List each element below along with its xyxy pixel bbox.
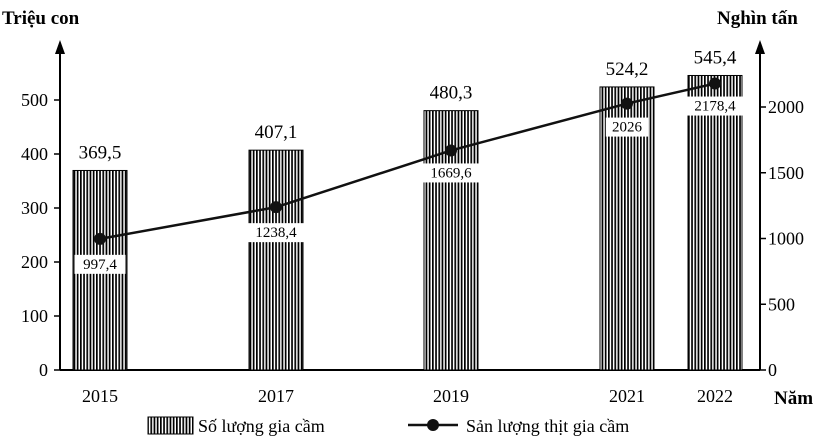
x-tick-label: 2017	[258, 386, 294, 406]
x-axis-ticks: 2015 2017 2019 2021 2022	[82, 386, 733, 406]
bar	[687, 74, 743, 371]
legend: Số lượng gia cầm Sản lượng thịt gia cầm	[147, 416, 629, 436]
bar-value-label: 407,1	[255, 122, 298, 143]
x-tick-label: 2019	[433, 386, 469, 406]
right-axis-arrow	[755, 40, 765, 54]
right-tick-label: 1500	[768, 163, 804, 183]
left-tick-label: 400	[21, 144, 48, 164]
legend-bar-label: Số lượng gia cầm	[198, 416, 325, 436]
right-tick-label: 500	[768, 294, 795, 314]
right-axis-title: Nghìn tấn	[717, 8, 798, 29]
left-axis-title: Triệu con	[2, 8, 80, 29]
line-value-label: 2026	[612, 120, 643, 136]
line-label-bg	[246, 223, 306, 243]
x-tick-label: 2021	[609, 386, 645, 406]
line-point	[709, 77, 721, 90]
x-axis-title: Năm	[774, 388, 813, 409]
left-tick-label: 500	[21, 90, 48, 110]
left-tick-label: 200	[21, 252, 48, 272]
bar-value-label: 480,3	[430, 83, 473, 104]
legend-bar-swatch	[147, 416, 194, 435]
bar-value-label: 545,4	[694, 47, 737, 68]
legend-line-marker	[427, 419, 439, 431]
line-point	[270, 201, 282, 214]
line-series: 997,4 1238,4 1669,6 2026 2178,4	[74, 77, 745, 274]
right-tick-label: 2000	[768, 97, 804, 117]
line-value-label: 997,4	[83, 257, 117, 273]
right-tick-label: 1000	[768, 229, 804, 249]
right-tick-label: 0	[768, 360, 777, 380]
right-axis-ticks: 0 500 1000 1500 2000	[760, 97, 804, 380]
line-point	[445, 144, 457, 157]
left-tick-label: 300	[21, 198, 48, 218]
line-value-label: 1669,6	[430, 165, 472, 181]
line-label-bg	[605, 117, 649, 137]
line-point	[94, 232, 106, 245]
line-label-bg	[421, 163, 481, 183]
legend-line-label: Sản lượng thịt gia cầm	[466, 416, 629, 436]
line-point	[621, 97, 633, 110]
line-value-label: 2178,4	[694, 99, 736, 115]
left-tick-label: 0	[39, 360, 48, 380]
x-tick-label: 2015	[82, 386, 118, 406]
line-value-label: 1238,4	[255, 225, 297, 241]
left-axis-arrow	[55, 40, 65, 54]
bar-value-label: 369,5	[79, 142, 122, 163]
left-tick-label: 100	[21, 306, 48, 326]
bar-series: 369,5 407,1 480,3 524,2 545,4	[72, 47, 743, 371]
line-label-bg	[685, 96, 745, 116]
bar	[248, 149, 304, 371]
bar-value-label: 524,2	[606, 59, 649, 80]
line-label-bg	[74, 254, 126, 274]
left-axis-ticks: 0 100 200 300 400 500	[21, 90, 60, 380]
x-tick-label: 2022	[697, 386, 733, 406]
